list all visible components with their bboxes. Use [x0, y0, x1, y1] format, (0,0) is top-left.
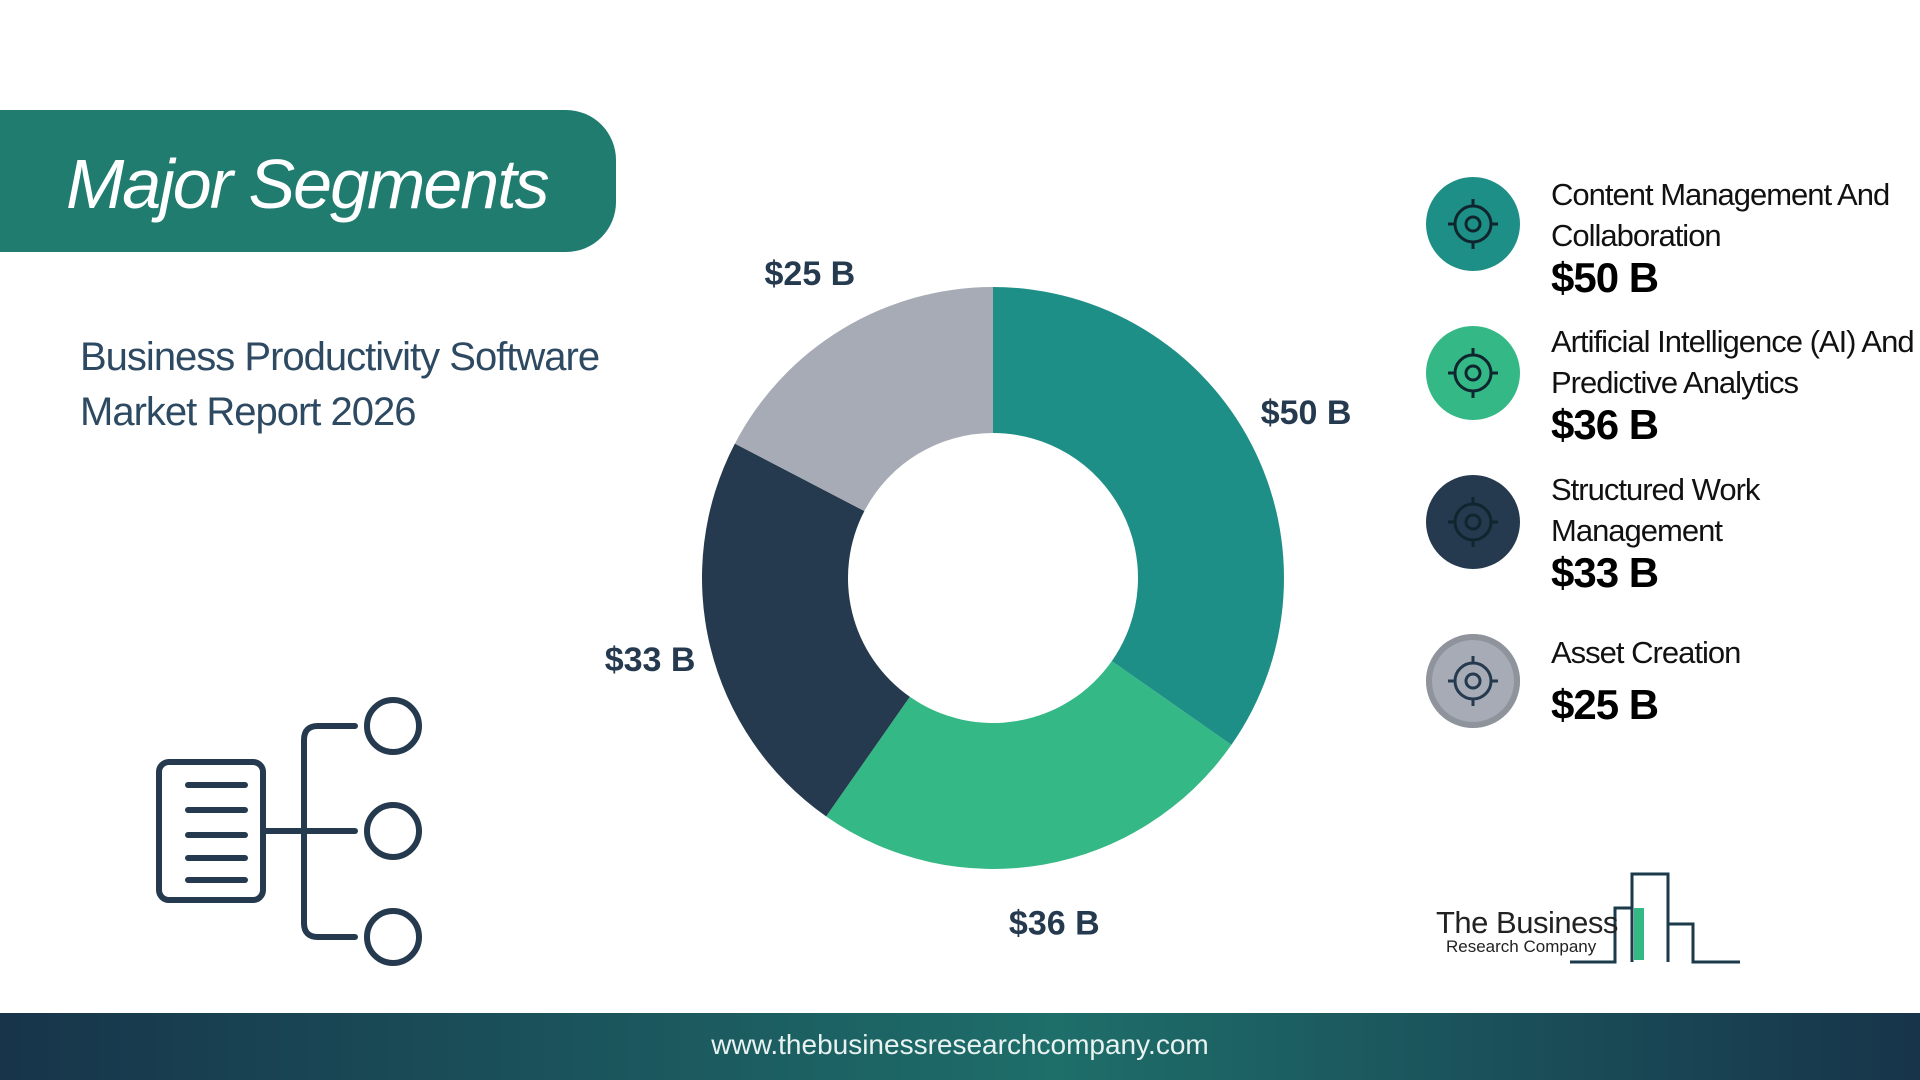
legend-icon	[1426, 326, 1520, 420]
legend-label: Asset Creation	[1551, 635, 1741, 670]
legend-value: $33 B	[1551, 549, 1659, 596]
legend-value: $36 B	[1551, 401, 1659, 448]
segments-icon	[156, 697, 422, 966]
legend-label: Structured Work Management	[1551, 472, 1760, 548]
legend-value: $25 B	[1551, 681, 1659, 728]
legend-item: Asset Creation $25 B	[1551, 632, 1920, 727]
data-label: $25 B	[765, 255, 856, 293]
donut-segment	[734, 287, 993, 512]
legend-value: $50 B	[1551, 254, 1659, 301]
chart-subtitle: Business Productivity Software Market Re…	[80, 335, 600, 434]
legend-icon	[1426, 634, 1520, 728]
logo-tagline: Research Company	[1446, 937, 1597, 956]
data-label: $33 B	[605, 641, 696, 679]
data-label: $50 B	[1261, 394, 1352, 432]
legend-item: Artificial Intelligence (AI) And Predict…	[1551, 321, 1920, 447]
footer-url: www.thebusinessresearchcompany.com	[711, 1029, 1209, 1060]
legend-glyph	[1448, 656, 1498, 706]
legend-icon	[1426, 475, 1520, 569]
donut-segment	[826, 661, 1232, 870]
legend-label: Content Management And Collaboration	[1551, 177, 1890, 253]
legend-glyph	[1448, 348, 1498, 398]
chart-title: Major Segments	[66, 145, 550, 223]
donut-segment	[993, 287, 1284, 745]
logo-name: The Business	[1436, 905, 1618, 940]
donut-segment	[701, 443, 910, 817]
header-banner: Major Segments	[0, 110, 616, 252]
logo-mark	[1570, 872, 1740, 964]
legend-item: Structured Work Management $33 B	[1551, 469, 1920, 595]
footer: www.thebusinessresearchcompany.com	[0, 1013, 1920, 1080]
legend-item: Content Management And Collaboration $50 …	[1551, 174, 1920, 300]
data-label: $36 B	[1009, 905, 1100, 943]
legend-glyph	[1448, 199, 1498, 249]
legend-glyph	[1448, 497, 1498, 547]
legend-icon	[1426, 177, 1520, 271]
legend-label: Artificial Intelligence (AI) And Predict…	[1551, 324, 1915, 400]
